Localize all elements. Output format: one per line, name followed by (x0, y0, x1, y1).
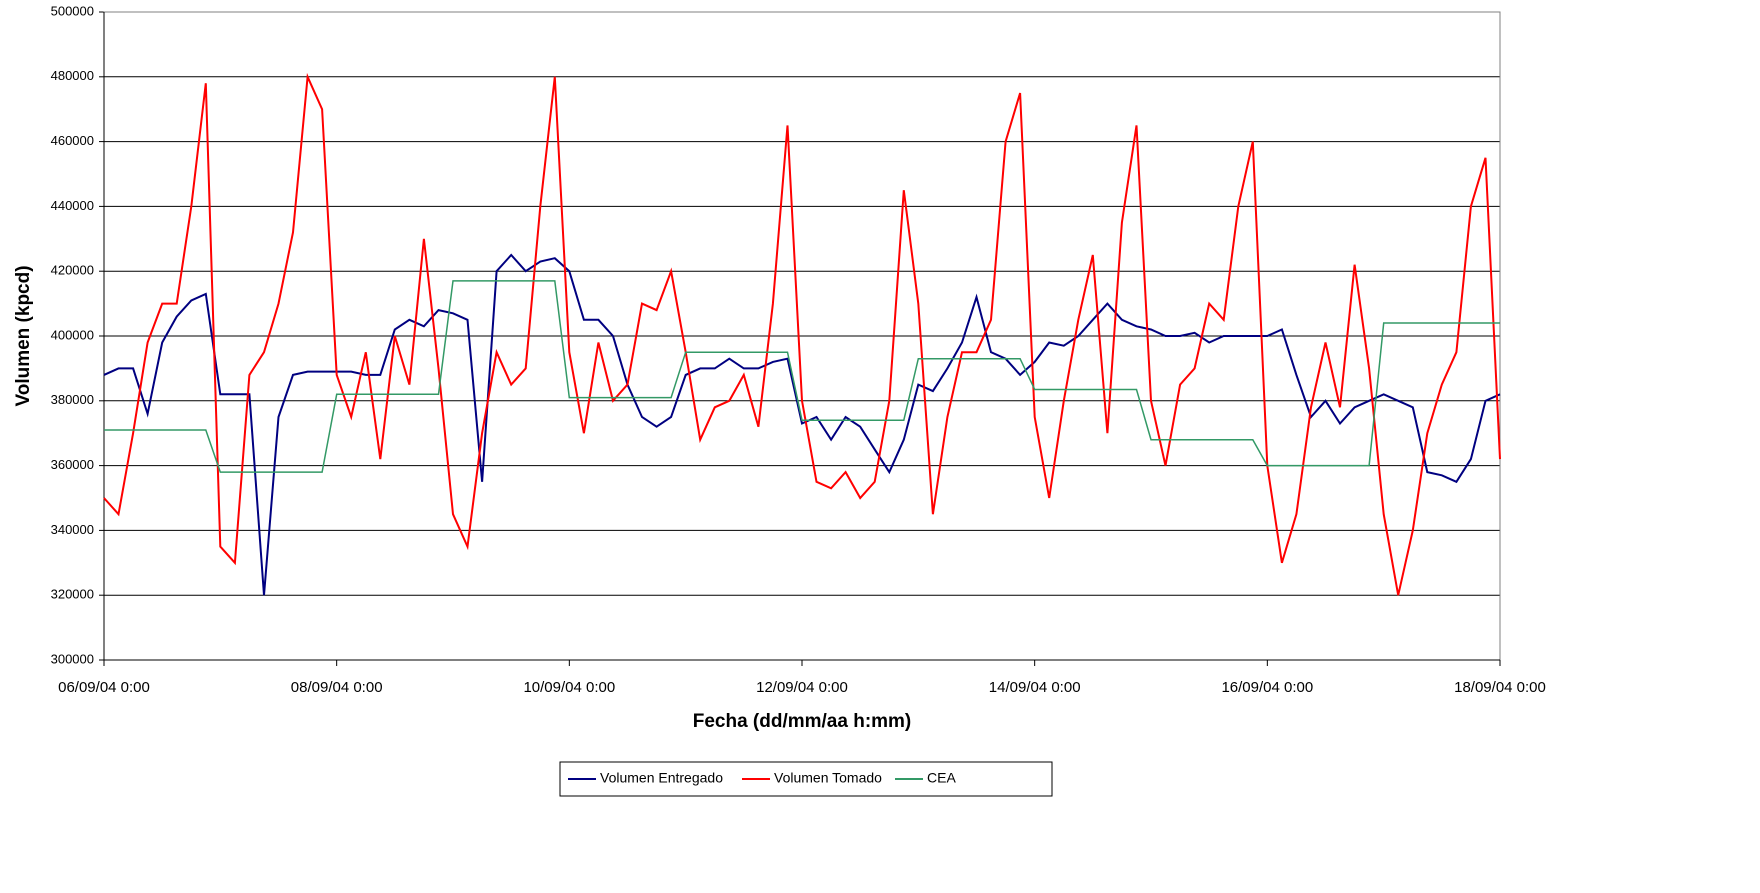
y-tick-label: 380000 (51, 392, 94, 407)
y-tick-label: 480000 (51, 68, 94, 83)
x-tick-label: 14/09/04 0:00 (989, 679, 1081, 696)
x-tick-label: 10/09/04 0:00 (523, 679, 615, 696)
legend-label: Volumen Entregado (600, 770, 723, 786)
x-tick-label: 06/09/04 0:00 (58, 679, 150, 696)
y-tick-label: 500000 (51, 3, 94, 18)
series-line (104, 280, 1500, 473)
x-axis-label: Fecha (dd/mm/aa h:mm) (693, 711, 912, 732)
y-tick-label: 420000 (51, 263, 94, 278)
legend-label: CEA (927, 770, 956, 786)
y-axis-label: Volumen (kpcd) (13, 265, 34, 406)
y-tick-label: 300000 (51, 651, 94, 666)
y-tick-label: 340000 (51, 522, 94, 537)
y-tick-label: 400000 (51, 327, 94, 342)
y-tick-label: 320000 (51, 587, 94, 602)
x-tick-label: 08/09/04 0:00 (291, 679, 383, 696)
y-tick-label: 360000 (51, 457, 94, 472)
series-line (103, 253, 1501, 596)
x-tick-label: 12/09/04 0:00 (756, 679, 848, 696)
y-tick-label: 440000 (51, 198, 94, 213)
y-tick-label: 460000 (51, 133, 94, 148)
legend-label: Volumen Tomado (774, 770, 882, 786)
x-tick-label: 16/09/04 0:00 (1221, 679, 1313, 696)
x-tick-label: 18/09/04 0:00 (1454, 679, 1546, 696)
legend-box (559, 761, 1053, 797)
